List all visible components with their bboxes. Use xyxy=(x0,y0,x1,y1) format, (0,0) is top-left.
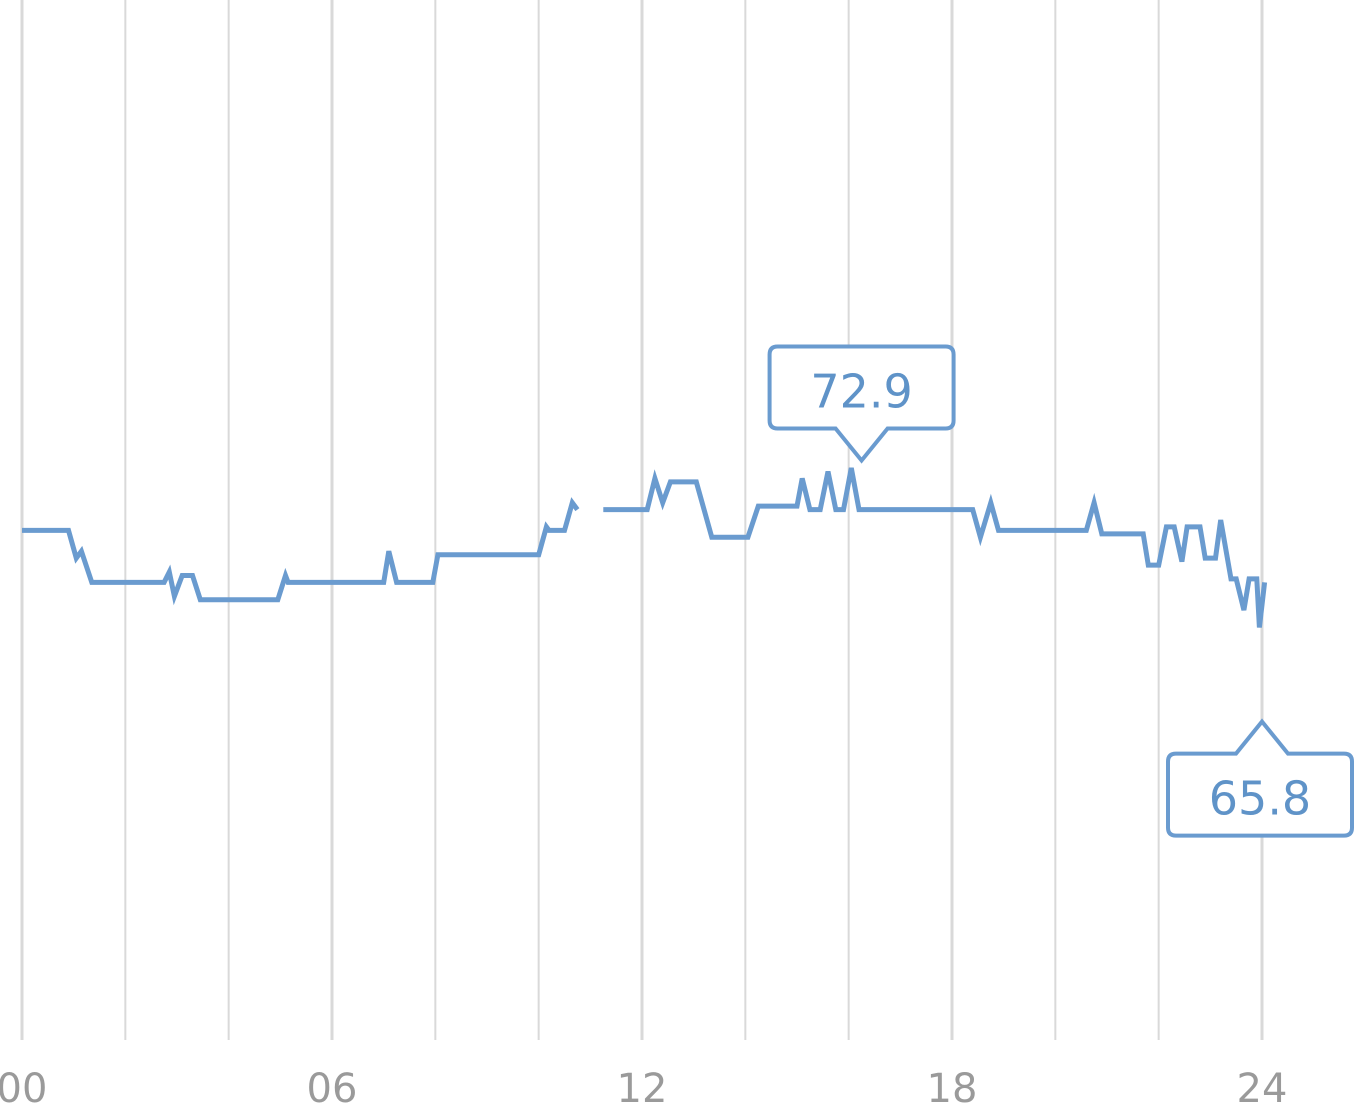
series-line xyxy=(22,467,1268,628)
x-tick-labels: 00 06 12 18 24 xyxy=(0,1066,1287,1108)
x-tick-label: 00 xyxy=(0,1066,47,1108)
callout-value-label: 72.9 xyxy=(810,364,912,418)
x-tick-label: 24 xyxy=(1237,1066,1288,1108)
value-callout: 72.9 xyxy=(767,344,956,464)
series-line-segment xyxy=(22,497,580,606)
x-tick-label: 06 xyxy=(307,1066,358,1108)
series-line-segment xyxy=(603,467,1268,628)
value-callouts: 72.9 65.8 xyxy=(767,344,1354,838)
x-tick-label: 18 xyxy=(927,1066,978,1108)
x-gridlines xyxy=(20,0,1264,1040)
x-tick-label: 12 xyxy=(617,1066,668,1108)
callout-bubble xyxy=(1166,718,1354,838)
callout-value-label: 65.8 xyxy=(1209,772,1311,826)
callout-bubble xyxy=(767,344,956,464)
value-callout: 65.8 xyxy=(1166,718,1354,838)
